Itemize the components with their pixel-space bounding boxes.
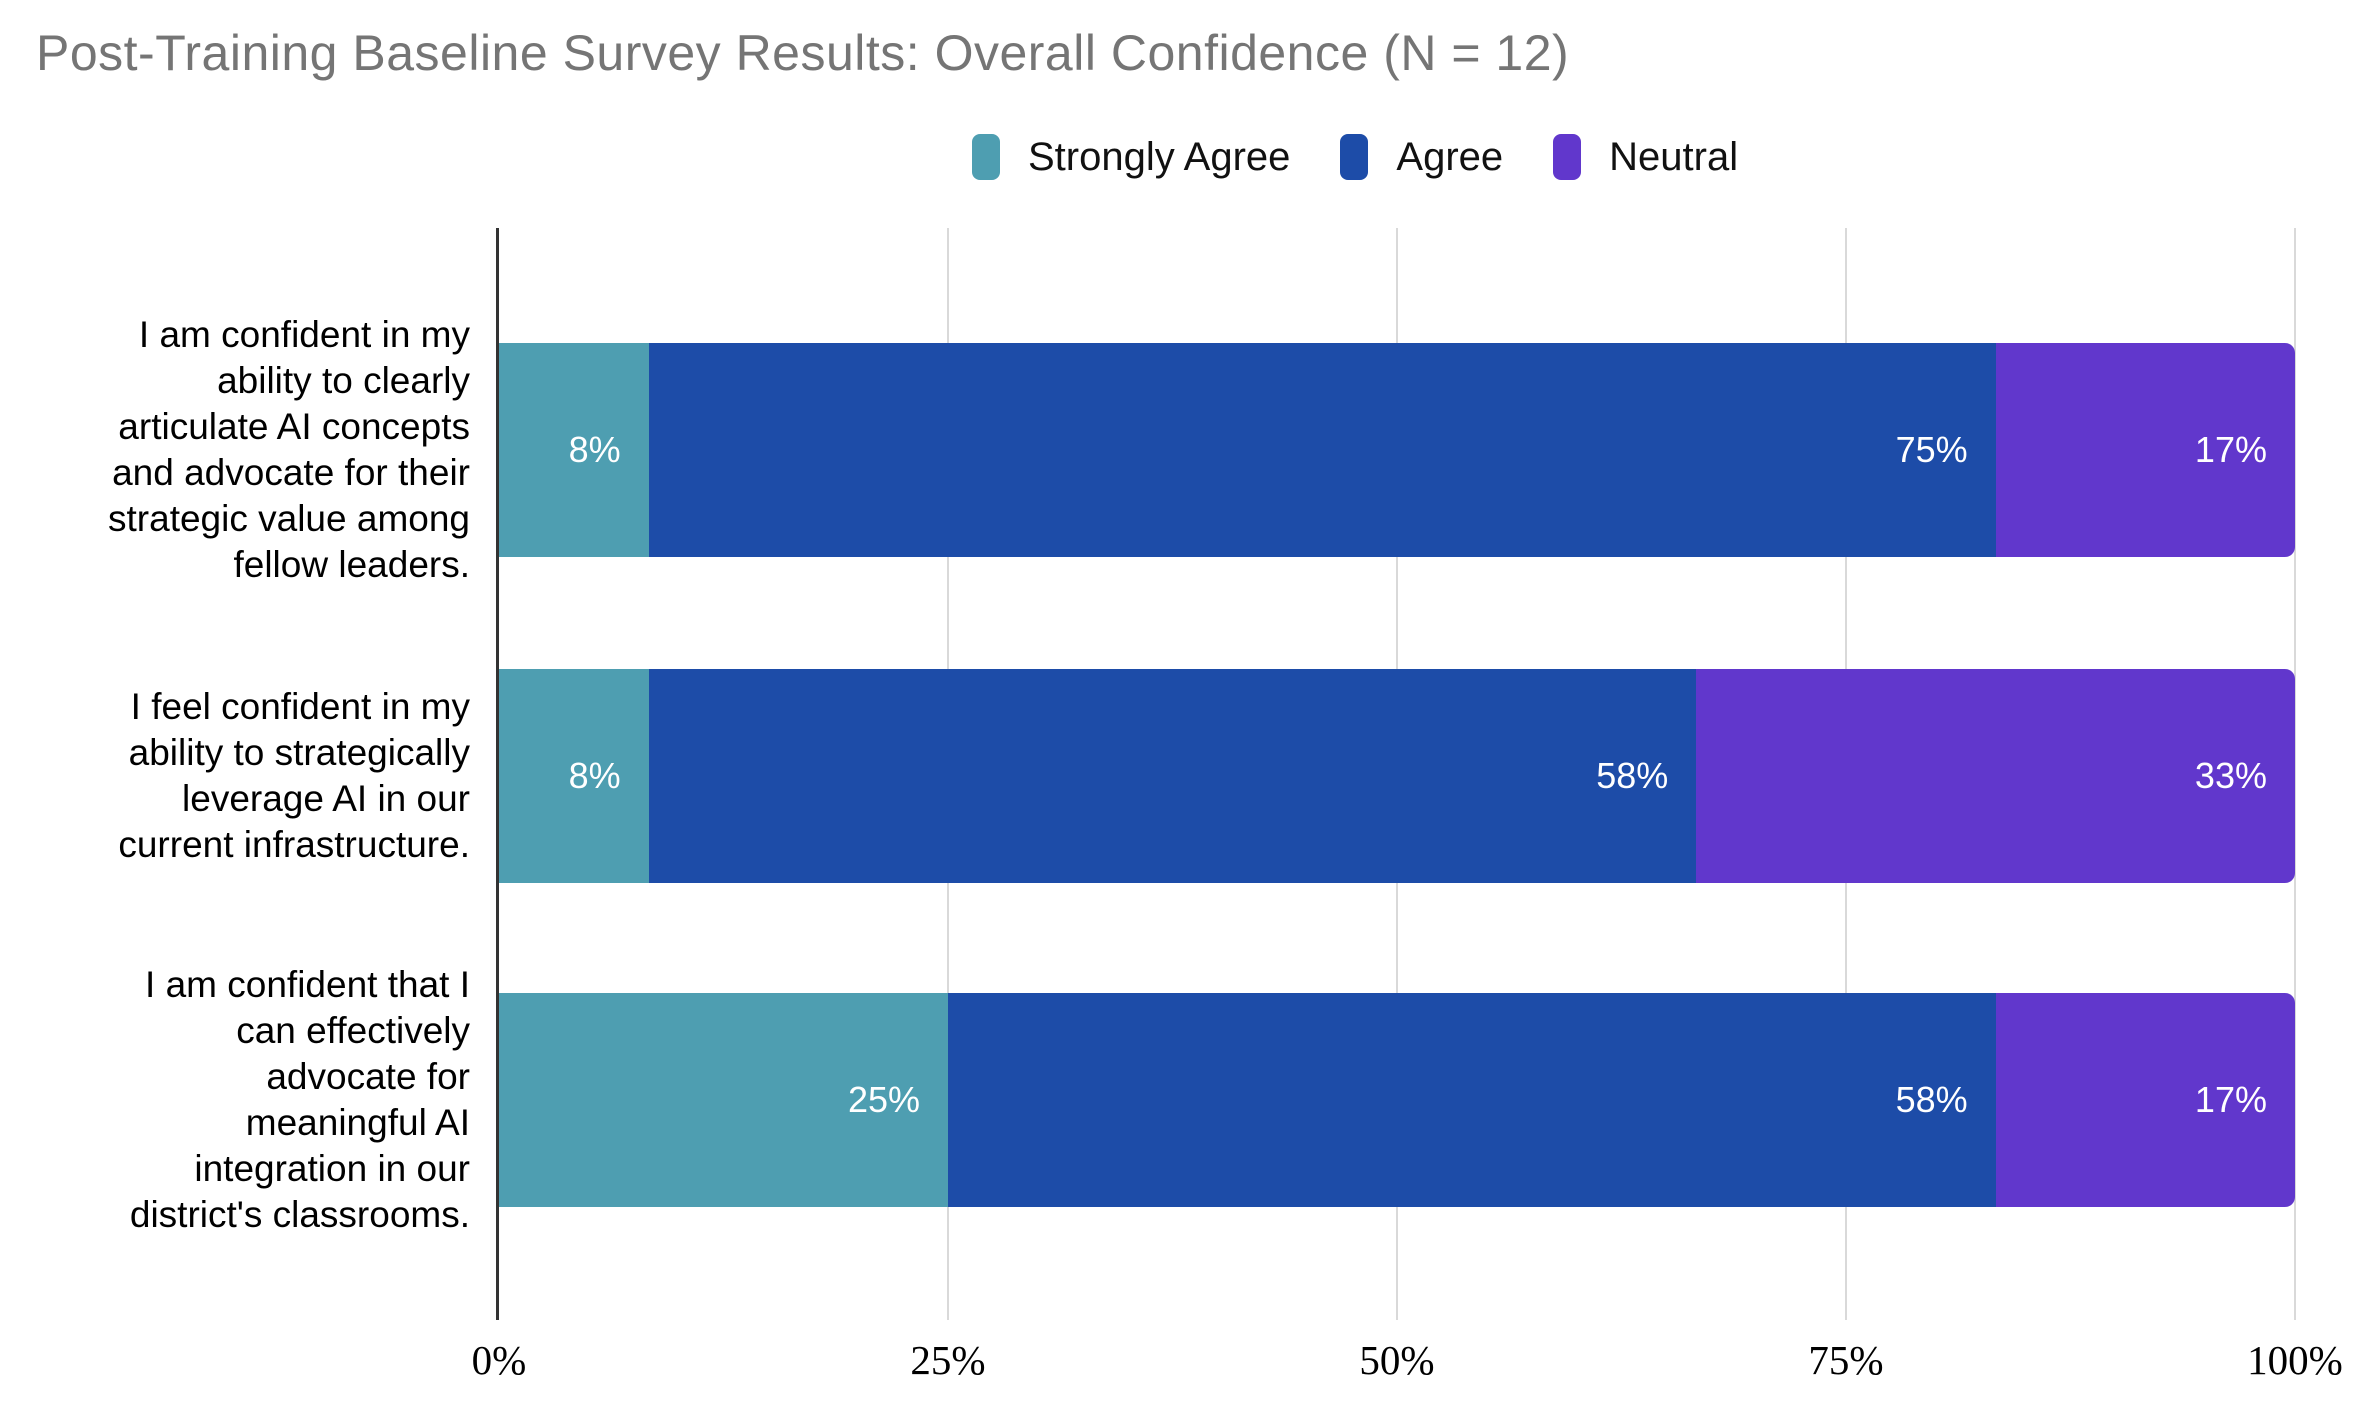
category-label-line: ability to strategically [128,732,470,773]
category-label-line: strategic value among [108,498,470,539]
category-label-line: and advocate for their [112,452,470,493]
category-label-line: I am confident in my [138,314,470,355]
bar-segment-strongly-agree: 8% [499,669,649,883]
bar-value-label: 58% [1596,755,1669,796]
bar-segment-agree: 75% [648,343,1996,557]
category-label-line: I am confident that I [145,964,470,1005]
category-label-line: fellow leaders. [233,544,470,585]
category-label-line: current infrastructure. [118,824,470,865]
bar-segment-agree: 58% [648,669,1697,883]
legend-item-neutral: Neutral [1553,134,1738,180]
bar-row: 8% 58% 33% [499,669,2295,883]
bar-value-label: 58% [1895,1079,1968,1120]
gridline [2294,228,2296,1320]
chart-title: Post-Training Baseline Survey Results: O… [36,25,1570,81]
x-axis-tick-label: 25% [910,1337,986,1383]
category-label-line: articulate AI concepts [118,406,470,447]
bar-segment-strongly-agree: 25% [499,993,948,1207]
bar-value-label: 17% [2194,1079,2267,1120]
bar-segment-strongly-agree: 8% [499,343,649,557]
category-label: I feel confident in my ability to strateg… [8,606,470,946]
bar-value-label: 33% [2194,755,2267,796]
category-label: I am confident in my ability to clearly ar… [8,280,470,620]
legend-swatch-agree-icon [1340,134,1369,180]
category-label: I am confident that I can effectively advo… [8,930,470,1270]
category-label-line: integration in our [194,1148,470,1189]
category-label-line: I feel confident in my [130,686,470,727]
legend-item-strongly-agree: Strongly Agree [972,134,1290,180]
bar-value-label: 8% [568,755,621,796]
y-axis-line [496,228,499,1320]
bar-segment-neutral: 17% [1995,993,2295,1207]
x-axis-tick-label: 50% [1359,1337,1435,1383]
legend: Strongly Agree Agree Neutral [972,134,1738,180]
category-label-line: advocate for [266,1056,470,1097]
bar-value-label: 8% [568,429,621,470]
category-label-line: can effectively [236,1010,470,1051]
x-axis-tick-label: 0% [471,1337,527,1383]
category-label-line: leverage AI in our [182,778,470,819]
legend-swatch-strongly-agree-icon [972,134,1000,180]
legend-label: Agree [1396,134,1504,179]
bar-value-label: 75% [1895,429,1968,470]
bar-value-label: 25% [847,1079,920,1120]
legend-swatch-neutral-icon [1553,134,1582,180]
legend-item-agree: Agree [1340,134,1503,180]
category-label-line: district's classrooms. [129,1194,470,1235]
category-label-line: meaningful AI [245,1102,470,1143]
x-axis-tick-label: 100% [2247,1337,2343,1383]
legend-label: Strongly Agree [1028,134,1291,179]
bar-row: 8% 75% 17% [499,343,2295,557]
bar-row: 25% 58% 17% [499,993,2295,1207]
x-axis-tick-label: 75% [1808,1337,1884,1383]
category-label-line: ability to clearly [217,360,470,401]
bar-segment-neutral: 17% [1995,343,2295,557]
bar-segment-agree: 58% [948,993,1996,1207]
bar-value-label: 17% [2194,429,2267,470]
legend-label: Neutral [1609,134,1739,179]
bar-segment-neutral: 33% [1696,669,2295,883]
